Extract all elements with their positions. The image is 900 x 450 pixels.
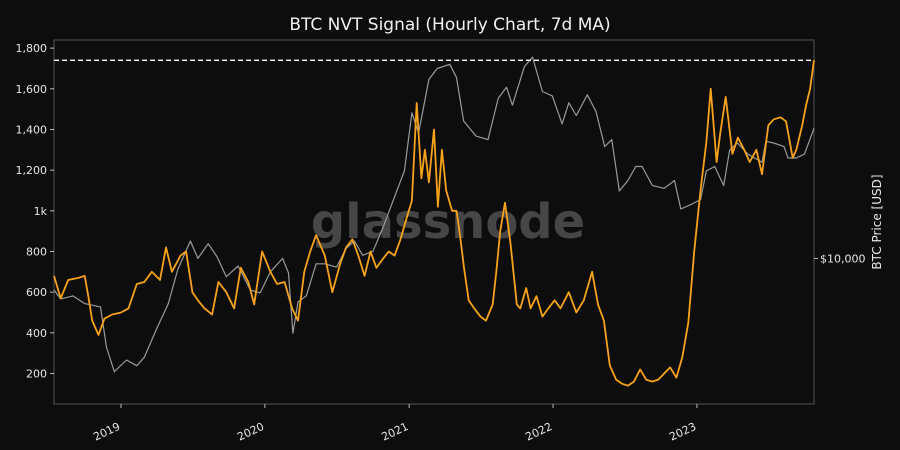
y-tick-label: 1,400 [16,123,48,136]
watermark: glassnode [311,194,585,250]
price-series [53,56,815,373]
plot-area [53,39,815,405]
y-tick-label: 1,800 [16,42,48,55]
plot-frame [53,39,815,405]
right-axis-label: BTC Price [USD] [870,174,884,269]
y-tick-label: 1,600 [16,83,48,96]
y-tick-label: 1,200 [16,164,48,177]
y-tick-label: 400 [26,327,47,340]
x-tick-label: 2022 [523,420,554,444]
y-tick-label: 800 [26,245,47,258]
nvt-series [53,60,815,387]
x-tick-label: 2023 [667,420,698,444]
y-tick-label: 600 [26,286,47,299]
x-tick-label: 2020 [235,420,266,444]
price-line [53,56,815,373]
right-tick-label: $10,000 [820,252,866,265]
y-tick-label: 200 [26,367,47,380]
chart-title: BTC NVT Signal (Hourly Chart, 7d MA) [289,15,610,35]
y-tick-label: 1k [34,205,48,218]
x-tick-label: 2021 [380,420,411,444]
nvt-line [53,60,815,387]
x-tick-label: 2019 [91,420,122,444]
